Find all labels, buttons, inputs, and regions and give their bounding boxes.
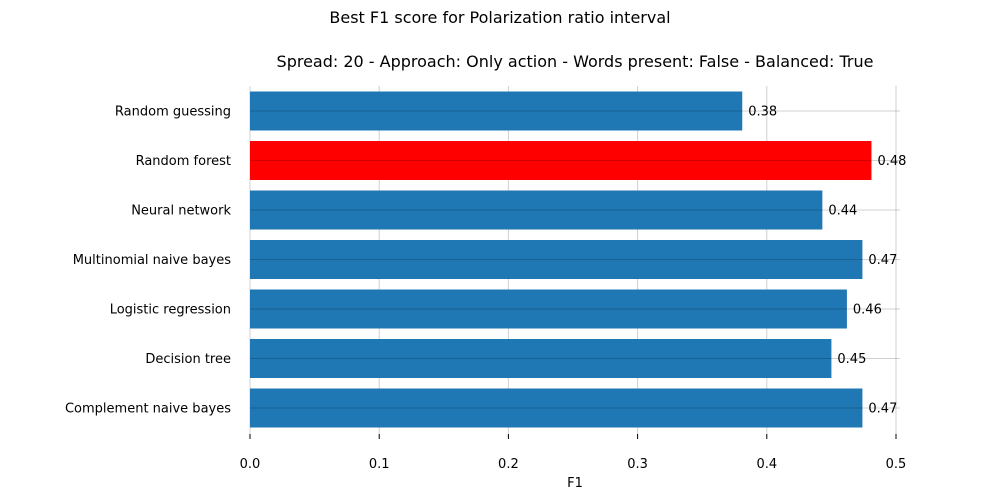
bar-value-label: 0.44 <box>828 204 857 219</box>
y-tick-label: Complement naive bayes <box>65 402 231 417</box>
x-tick-label: 0.1 <box>369 457 390 472</box>
x-tick-label: 0.2 <box>498 457 519 472</box>
bar-value-label: 0.45 <box>837 352 866 367</box>
bars <box>250 91 872 428</box>
x-tick-label: 0.5 <box>886 457 907 472</box>
y-gridlines <box>250 110 900 409</box>
bar-decision-tree <box>250 339 832 378</box>
bar-multinomial-naive-bayes <box>250 240 863 279</box>
y-tick-label: Multinomial naive bayes <box>73 253 232 268</box>
x-tick-label: 0.0 <box>240 457 261 472</box>
bar-neural-network <box>250 190 823 230</box>
bar-random-forest <box>250 141 872 180</box>
x-tick-label: 0.3 <box>627 457 648 472</box>
y-tick-label: Neural network <box>131 204 231 219</box>
y-tick-label: Random forest <box>136 154 231 169</box>
y-tick-label: Logistic regression <box>110 303 231 318</box>
y-tick-label: Decision tree <box>145 352 231 367</box>
bar-value-label: 0.46 <box>853 303 882 318</box>
chart-title: Spread: 20 - Approach: Only action - Wor… <box>277 52 874 71</box>
x-tick-label: 0.4 <box>756 457 777 472</box>
y-tick-labels: Random guessing Random forest Neural netwo… <box>65 105 231 417</box>
figure-suptitle: Best F1 score for Polarization ratio int… <box>329 8 671 27</box>
bar-value-label: 0.38 <box>748 105 777 120</box>
bar-complement-naive-bayes <box>250 388 863 428</box>
bar-logistic-regression <box>250 289 847 329</box>
bar-random-guessing <box>250 91 743 131</box>
bar-value-label: 0.48 <box>877 154 906 169</box>
y-tick-label: Random guessing <box>115 105 231 120</box>
bar-value-label: 0.47 <box>868 402 897 417</box>
bar-value-labels: 0.38 0.48 0.44 0.47 0.46 0.45 0.47 <box>748 105 906 417</box>
x-axis-label: F1 <box>567 476 583 491</box>
x-tick-labels: 0.0 0.1 0.2 0.3 0.4 0.5 <box>240 457 907 472</box>
x-tick-marks <box>249 434 897 439</box>
bar-value-label: 0.47 <box>868 253 897 268</box>
